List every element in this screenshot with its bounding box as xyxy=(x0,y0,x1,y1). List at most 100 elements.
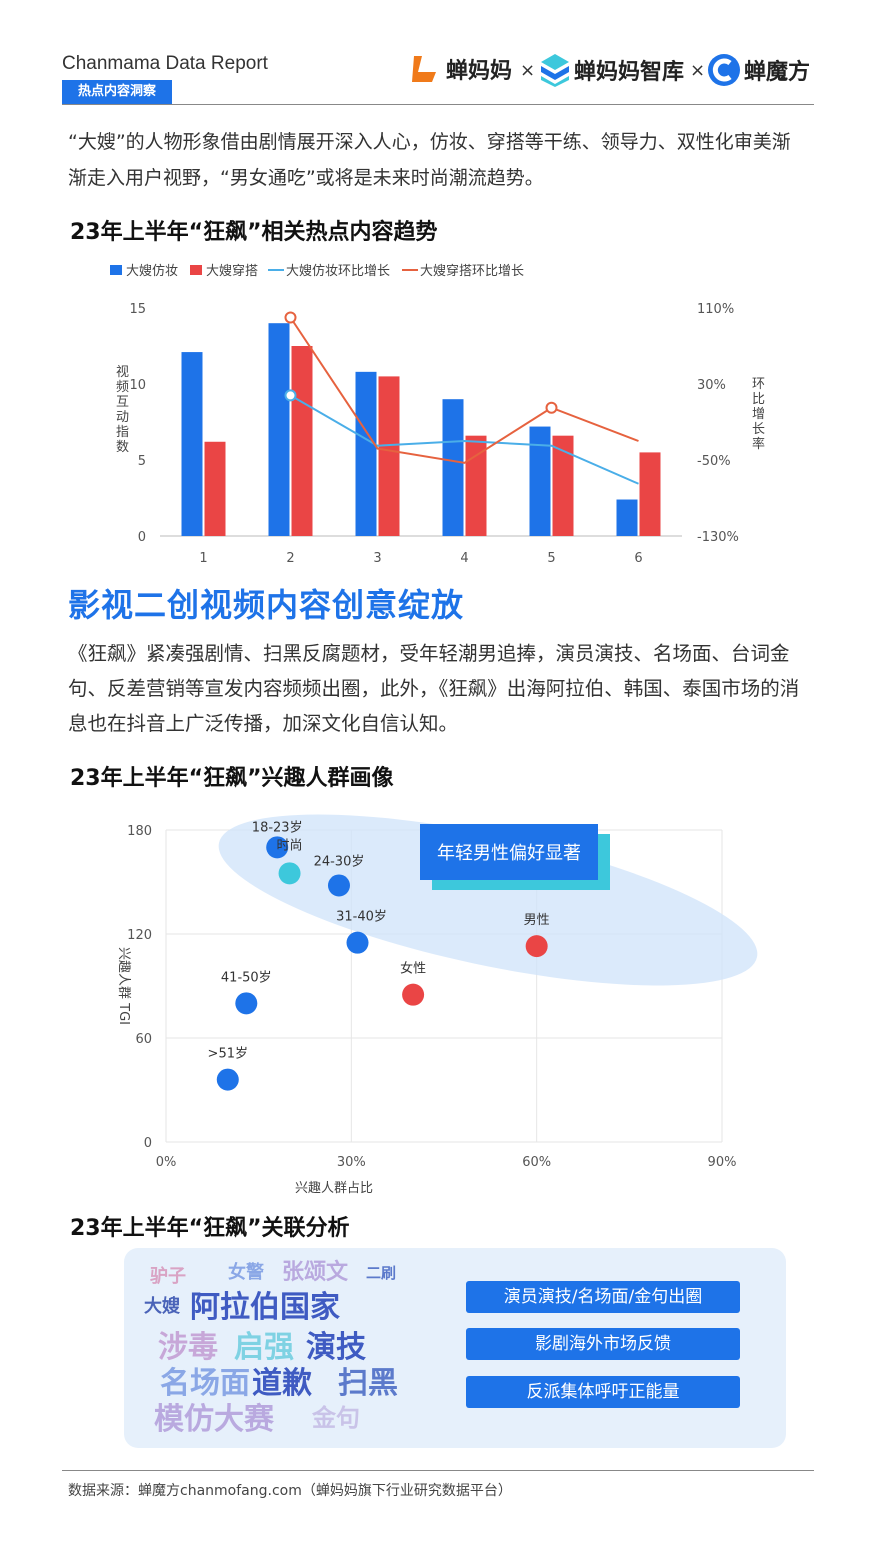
word-cloud-term: 启强 xyxy=(234,1330,294,1365)
footer-divider xyxy=(62,1470,814,1471)
legend-label: 大嫂仿妆 xyxy=(126,264,178,279)
y-tick-label: 10 xyxy=(129,378,146,393)
x-tick-label: 3 xyxy=(373,551,381,566)
scatter-point xyxy=(346,931,369,954)
annotation-text: 年轻男性偏好显著 xyxy=(437,843,581,864)
y-tick-label: 5 xyxy=(138,454,146,469)
word-cloud-term: 模仿大赛 xyxy=(154,1402,274,1437)
logo-chanmofang: 蝉魔方 xyxy=(706,52,810,88)
section-title-audience: 23年上半年“狂飙”兴趣人群画像 xyxy=(70,766,394,791)
y-right-axis-title: 环比增长率 xyxy=(752,377,765,452)
bar-outfit xyxy=(465,435,487,536)
y-tick-label: 0 xyxy=(144,1136,152,1151)
header-divider xyxy=(62,104,814,105)
y-tick-label: 60 xyxy=(135,1032,152,1047)
logo-chanmama: 蝉妈妈 xyxy=(408,52,512,86)
line-marker xyxy=(284,311,297,324)
x-tick-label: 30% xyxy=(337,1155,366,1170)
scatter-point xyxy=(525,935,548,958)
word-cloud-term: 名场面 xyxy=(160,1366,250,1401)
x-tick-label: 2 xyxy=(286,551,294,566)
y-axis-title: 兴趣人群 TGI xyxy=(116,947,131,1025)
scatter-point xyxy=(216,1068,239,1091)
logo-text-chanmofang: 蝉魔方 xyxy=(744,60,811,85)
legend-label: 大嫂穿搭环比增长 xyxy=(420,263,524,279)
point-label: 31-40岁 xyxy=(336,910,387,925)
bar-makeup xyxy=(442,399,464,536)
highlight-ellipse xyxy=(218,814,758,986)
bar-outfit xyxy=(552,435,574,536)
scatter-point xyxy=(235,992,258,1015)
point-label: 男性 xyxy=(524,913,550,928)
scatter-point xyxy=(266,836,289,859)
intro-paragraph: “大嫂”的人物形象借由剧情展开深入人心，仿妆、穿搭等干练、领导力、双性化审美渐渐… xyxy=(68,131,791,189)
scatter-point xyxy=(278,862,301,885)
chanmofang-logo-icon xyxy=(708,54,740,86)
scatter-point xyxy=(402,983,425,1006)
point-label: >51岁 xyxy=(208,1047,248,1062)
association-tag: 演员演技/名场面/金句出圈 xyxy=(466,1281,740,1313)
bar-outfit xyxy=(378,376,400,536)
word-cloud-term: 阿拉伯国家 xyxy=(190,1290,340,1325)
bar-makeup xyxy=(355,371,377,536)
x-tick-label: 0% xyxy=(156,1155,177,1170)
x-tick-label: 6 xyxy=(634,551,642,566)
x-tick-label: 60% xyxy=(522,1155,551,1170)
logo-text-chanmama: 蝉妈妈 xyxy=(446,59,513,84)
x-tick-label: 1 xyxy=(199,551,207,566)
point-label: 18-23岁 xyxy=(252,820,303,835)
logo-chanmama-zhiku: 蝉妈妈智库 xyxy=(538,52,684,88)
legend-swatch xyxy=(110,265,122,275)
y-tick-label: 0 xyxy=(138,530,146,545)
section-badge: 热点内容洞察 xyxy=(62,80,172,104)
word-cloud-term: 大嫂 xyxy=(144,1296,180,1317)
logo-text-zhiku: 蝉妈妈智库 xyxy=(574,60,685,85)
y-tick-label: 180 xyxy=(127,824,152,839)
point-label: 41-50岁 xyxy=(221,970,272,985)
y-right-tick-label: 110% xyxy=(697,302,734,317)
word-cloud-term: 张颂文 xyxy=(282,1260,349,1285)
x-tick-label: 90% xyxy=(708,1155,737,1170)
legend-label: 大嫂穿搭 xyxy=(206,263,258,279)
x-tick-label: 5 xyxy=(547,551,555,566)
y-tick-label: 15 xyxy=(129,302,146,317)
point-label: 24-30岁 xyxy=(314,854,365,869)
logo-separator: × xyxy=(520,60,536,81)
y-tick-label: 120 xyxy=(127,928,152,943)
line-marker xyxy=(545,401,558,414)
y-right-tick-label: 30% xyxy=(697,378,726,393)
line-makeup-growth xyxy=(289,394,639,485)
association-tag: 影剧海外市场反馈 xyxy=(466,1328,740,1360)
y-right-tick-label: -50% xyxy=(697,454,731,469)
scatter-point xyxy=(327,874,350,897)
audience-scatter-chart: 0 60 120 180 0% 30% 60% 90% 兴趣人群占比 兴趣人群 TGI 18-23… xyxy=(116,814,758,1196)
section-title-trend: 23年上半年“狂飙”相关热点内容趋势 xyxy=(70,220,438,245)
section-title-association: 23年上半年“狂飙”关联分析 xyxy=(70,1216,350,1241)
footer-source: 数据来源：蝉魔方chanmofang.com（蝉妈妈旗下行业研究数据平台） xyxy=(68,1483,512,1499)
word-cloud-term: 二刷 xyxy=(366,1264,397,1282)
bar-makeup xyxy=(268,323,290,536)
point-label: 女性 xyxy=(400,961,426,977)
word-cloud-term: 道歉 xyxy=(252,1366,312,1401)
word-cloud-term: 扫黑 xyxy=(338,1366,398,1401)
line-outfit-growth xyxy=(289,316,639,464)
legend-swatch xyxy=(190,265,202,275)
word-cloud-term: 涉毒 xyxy=(158,1330,218,1365)
bar-outfit xyxy=(639,452,661,536)
section-big-title: 影视二创视频内容创意绽放 xyxy=(68,586,465,624)
bar-makeup xyxy=(181,352,203,536)
line-marker xyxy=(284,389,297,402)
zhiku-logo-icon xyxy=(541,54,569,87)
word-cloud-term: 女警 xyxy=(228,1262,264,1283)
bar-makeup xyxy=(529,426,551,536)
x-axis-title: 兴趣人群占比 xyxy=(295,1181,373,1196)
section2-paragraph: 《狂飙》紧凑强剧情、扫黑反腐题材，受年轻潮男追捧，演员演技、名场面、台词金句、反… xyxy=(68,642,800,735)
y-right-tick-label: -130% xyxy=(697,530,739,545)
bar-makeup xyxy=(616,499,638,536)
bar-outfit xyxy=(204,441,226,536)
chanmama-logo-icon xyxy=(412,56,436,82)
word-cloud-term: 金句 xyxy=(312,1404,360,1432)
report-title: Chanmama Data Report xyxy=(62,53,268,74)
legend-label: 大嫂仿妆环比增长 xyxy=(286,264,390,279)
bar-outfit xyxy=(291,346,313,536)
